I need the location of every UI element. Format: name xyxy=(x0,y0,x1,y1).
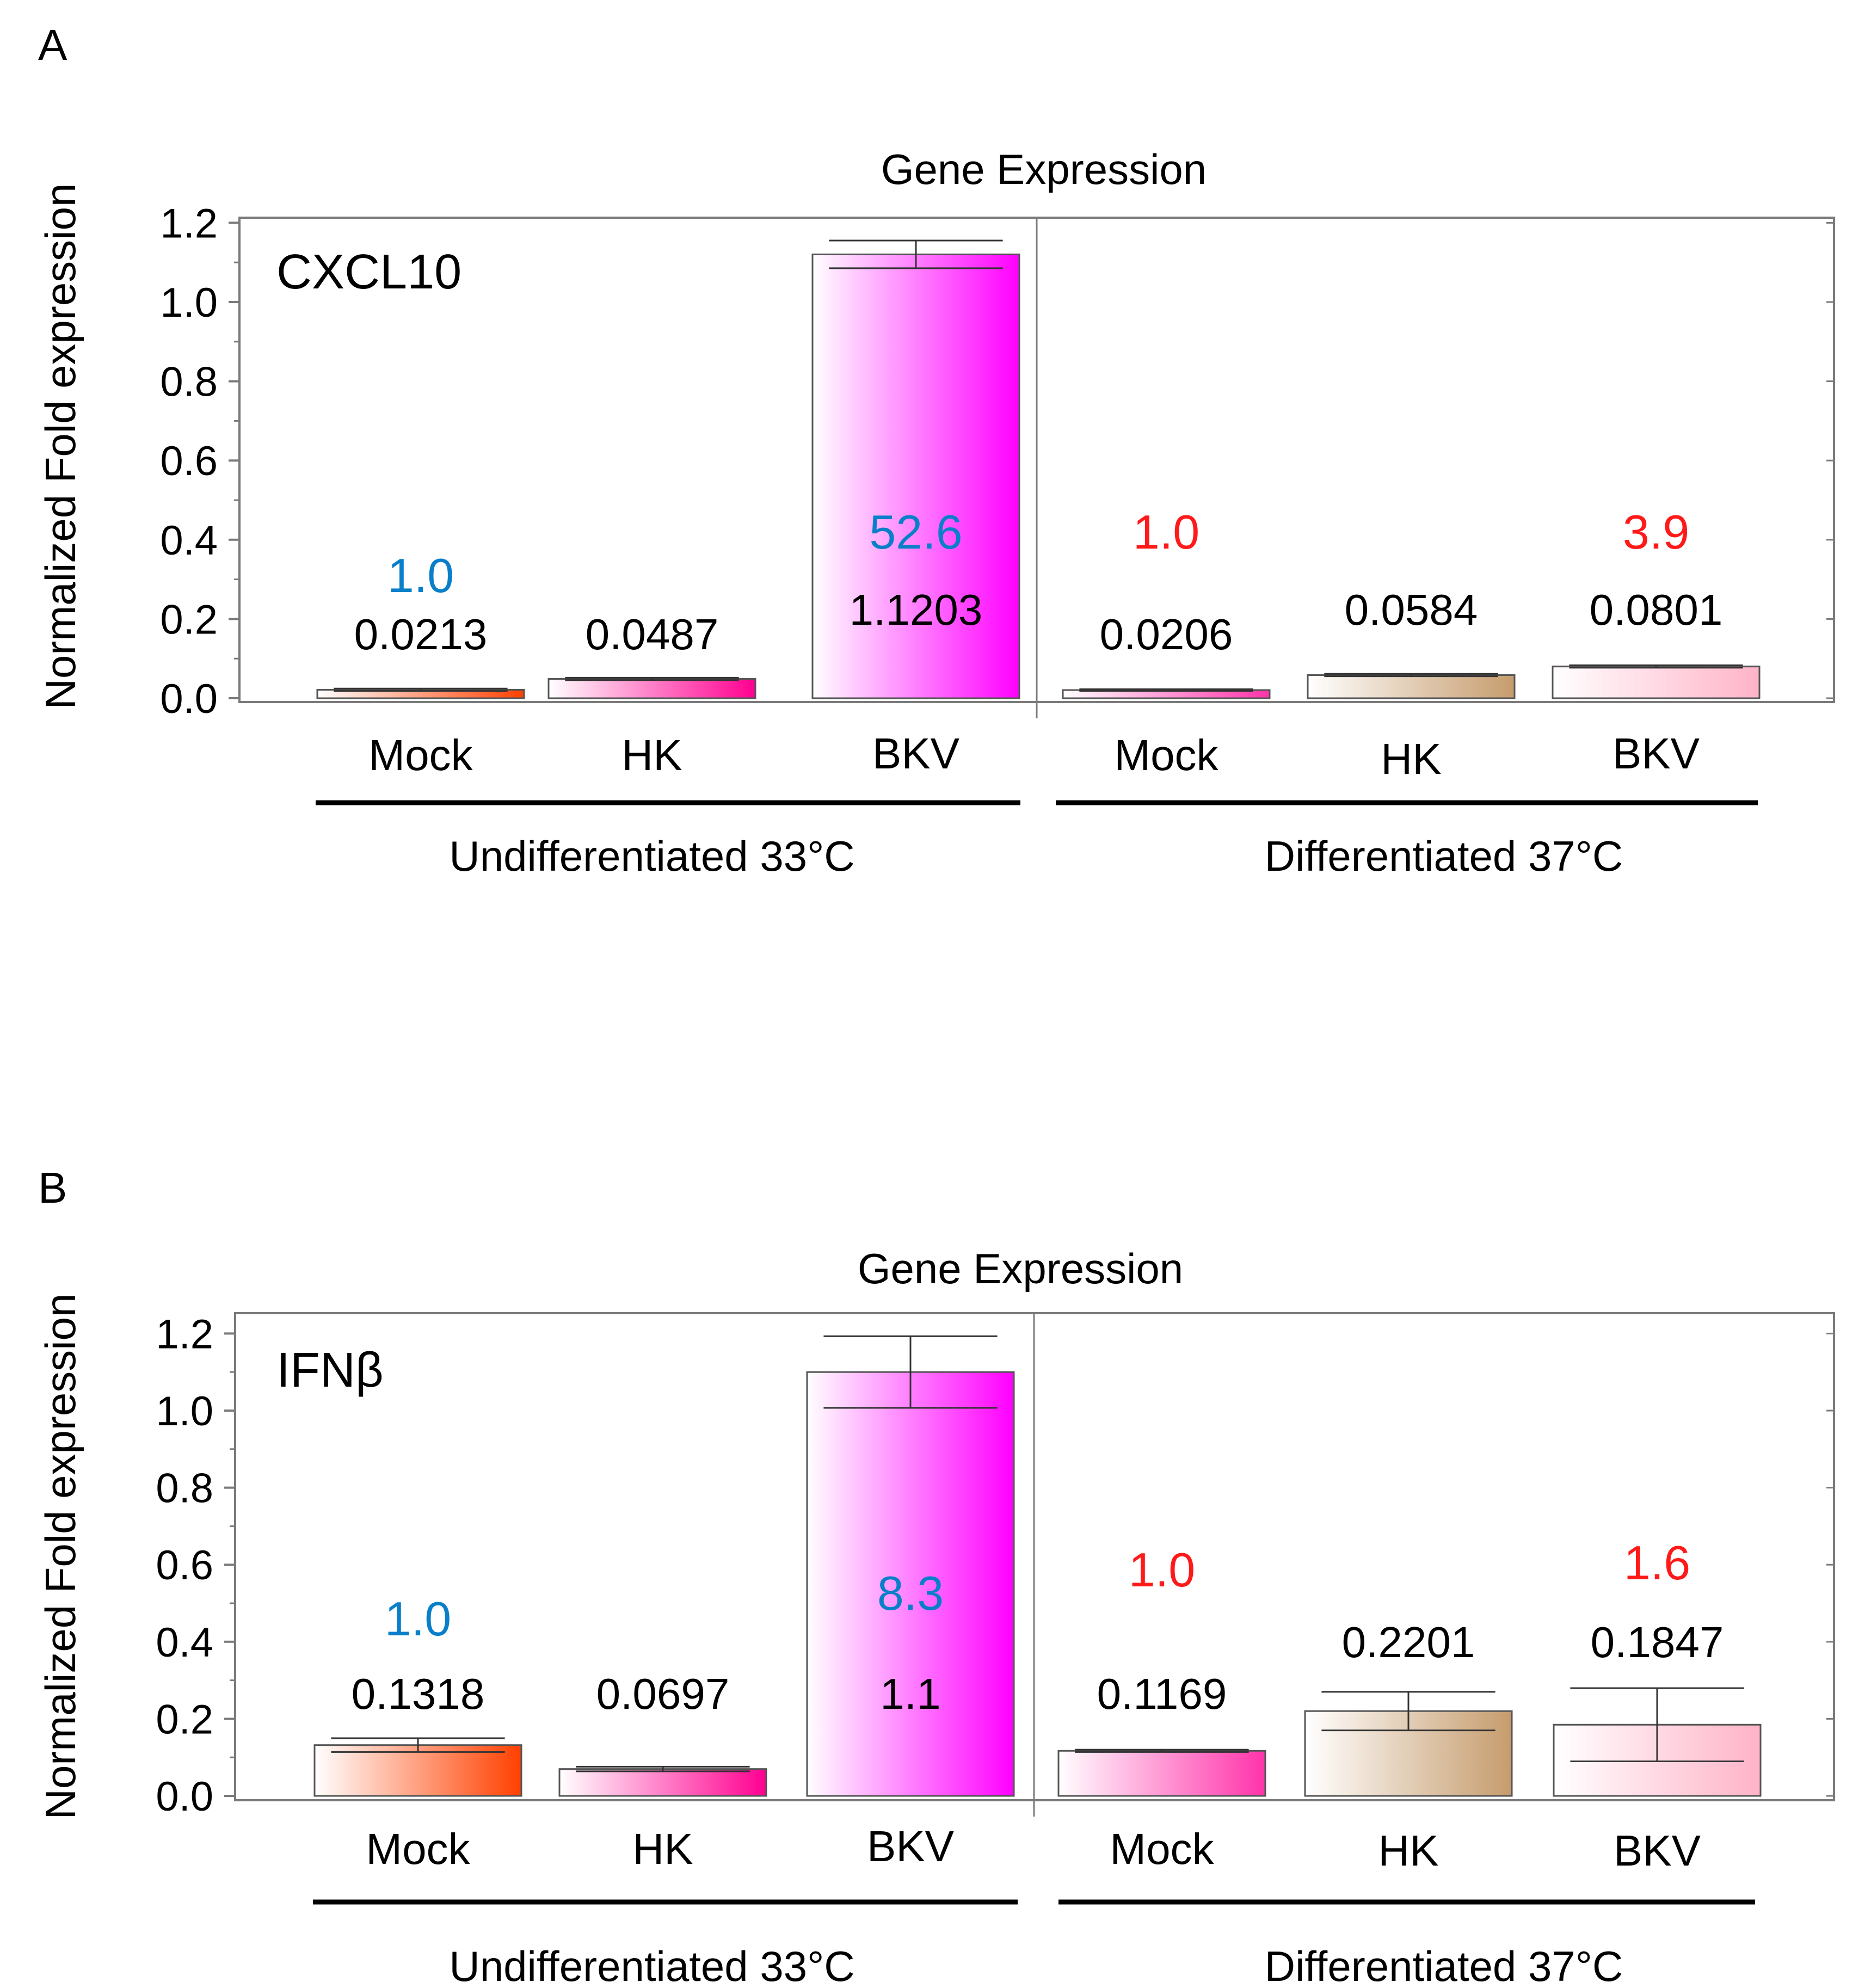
y-tick-label: 0.6 xyxy=(156,1542,213,1589)
bar xyxy=(1307,674,1516,699)
y-tick-label: 1.0 xyxy=(156,1388,213,1435)
value-label: 0.0487 xyxy=(586,610,719,658)
value-label: 0.0697 xyxy=(596,1670,730,1718)
chart-panel-b: B Gene Expression 0.0 0.2 0.4 0.6 0.8 1.0 1.2 Nor… xyxy=(36,1164,1835,1988)
y-tick-label: 0.4 xyxy=(160,518,218,564)
category-label: BKV xyxy=(867,1822,955,1870)
value-label: 0.2201 xyxy=(1342,1618,1475,1666)
y-tick-label: 0.8 xyxy=(160,359,218,405)
group-label: Differentiated 37°C xyxy=(1265,1942,1623,1988)
value-label: 0.1318 xyxy=(352,1670,485,1718)
bar xyxy=(558,1768,767,1797)
y-tick-label: 1.0 xyxy=(160,280,218,326)
value-label: 0.0801 xyxy=(1590,586,1723,634)
category-label: HK xyxy=(1378,1826,1438,1875)
y-tick-label: 0.2 xyxy=(160,596,218,643)
y-tick-label: 0.0 xyxy=(160,676,218,722)
y-tick-label: 0.2 xyxy=(156,1696,213,1743)
bar xyxy=(811,253,1020,699)
y-axis-label: Normalized Fold expression xyxy=(36,1294,84,1820)
y-tick-label: 0.4 xyxy=(156,1620,213,1666)
y-tick-label: 1.2 xyxy=(156,1311,213,1357)
panel-label: B xyxy=(38,1164,67,1212)
bar xyxy=(313,1744,522,1797)
fold-change-label: 1.0 xyxy=(1133,505,1199,559)
fold-change-label: 1.6 xyxy=(1624,1536,1690,1590)
category-label: HK xyxy=(632,1825,693,1873)
bar xyxy=(1057,1750,1266,1797)
category-label: Mock xyxy=(368,731,473,779)
value-label: 0.0584 xyxy=(1345,586,1478,634)
category-label: BKV xyxy=(1612,729,1700,778)
value-label: 1.1203 xyxy=(850,586,983,634)
y-tick-label: 0.0 xyxy=(156,1774,213,1820)
bar xyxy=(806,1371,1015,1797)
group-label: Undifferentiated 33°C xyxy=(449,832,854,880)
fold-change-label: 1.0 xyxy=(387,549,454,602)
category-label: Mock xyxy=(1110,1825,1214,1873)
bar xyxy=(1552,666,1761,699)
y-axis-label: Normalized Fold expression xyxy=(36,183,84,710)
y-tick-label: 0.8 xyxy=(156,1466,213,1512)
y-tick-label: 0.6 xyxy=(160,438,218,484)
category-label: HK xyxy=(621,731,682,779)
value-label: 0.0206 xyxy=(1100,610,1233,658)
bar xyxy=(547,678,756,699)
value-label: 0.1169 xyxy=(1097,1670,1227,1718)
fold-change-label: 1.0 xyxy=(1129,1543,1195,1597)
chart-title: Gene Expression xyxy=(881,145,1207,193)
gene-label: CXCL10 xyxy=(276,245,461,299)
gene-label: IFNβ xyxy=(276,1343,384,1398)
group-label: Differentiated 37°C xyxy=(1265,832,1623,880)
fold-change-label: 8.3 xyxy=(877,1566,944,1620)
value-label: 0.1847 xyxy=(1591,1618,1724,1666)
category-label: BKV xyxy=(872,729,960,778)
category-label: HK xyxy=(1381,735,1441,783)
fold-change-label: 1.0 xyxy=(385,1592,451,1646)
y-tick-label: 1.2 xyxy=(160,200,218,247)
chart-panel-a: A Gene Expression 0.0 0.2 0.4 0.6 0.8 1.0 1.2 Nor… xyxy=(36,21,1835,880)
category-label: Mock xyxy=(366,1825,470,1873)
chart-title: Gene Expression xyxy=(858,1245,1183,1292)
group-label: Undifferentiated 33°C xyxy=(449,1942,854,1988)
panel-label: A xyxy=(38,21,67,69)
fold-change-label: 52.6 xyxy=(869,505,962,559)
value-label: 0.0213 xyxy=(354,610,488,658)
category-label: Mock xyxy=(1114,731,1218,779)
category-label: BKV xyxy=(1614,1826,1701,1875)
value-label: 1.1 xyxy=(880,1670,940,1718)
fold-change-label: 3.9 xyxy=(1623,505,1689,559)
